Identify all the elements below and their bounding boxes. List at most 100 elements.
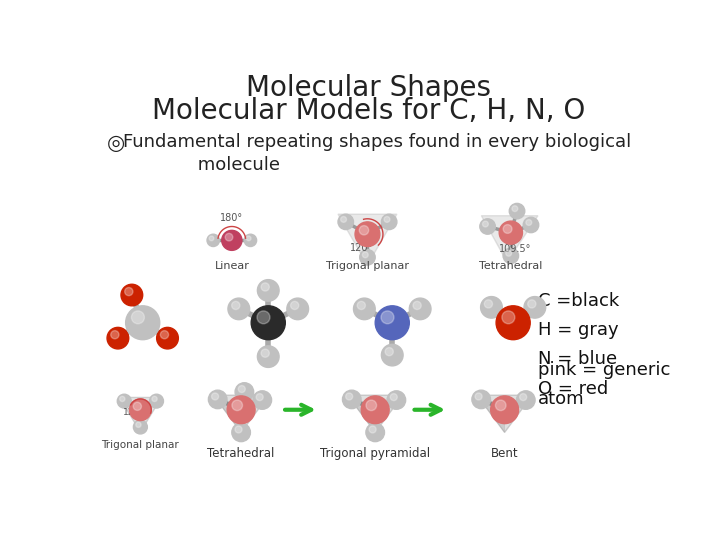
Polygon shape	[213, 395, 269, 433]
Circle shape	[482, 221, 488, 227]
Text: Linear: Linear	[215, 261, 249, 271]
Text: Molecular Models for C, H, N, O: Molecular Models for C, H, N, O	[153, 97, 585, 125]
Circle shape	[157, 327, 179, 349]
Text: pink = generic
atom: pink = generic atom	[538, 361, 670, 408]
Circle shape	[125, 287, 133, 296]
Text: Tetrahedral: Tetrahedral	[479, 261, 542, 271]
Circle shape	[136, 422, 141, 428]
Circle shape	[253, 391, 271, 409]
Circle shape	[338, 214, 354, 230]
Circle shape	[346, 393, 353, 400]
Circle shape	[523, 217, 539, 233]
Circle shape	[369, 426, 376, 433]
Circle shape	[235, 426, 242, 433]
Circle shape	[258, 280, 279, 301]
Circle shape	[258, 346, 279, 367]
Circle shape	[385, 348, 393, 356]
Circle shape	[208, 390, 227, 409]
Polygon shape	[213, 395, 241, 433]
Circle shape	[130, 399, 151, 421]
Circle shape	[257, 311, 270, 324]
Circle shape	[480, 296, 503, 318]
Circle shape	[409, 298, 431, 320]
Circle shape	[387, 391, 405, 409]
Circle shape	[496, 306, 530, 340]
Circle shape	[357, 301, 366, 309]
Circle shape	[485, 300, 492, 308]
Polygon shape	[120, 397, 161, 432]
Circle shape	[475, 393, 482, 400]
Circle shape	[232, 400, 243, 410]
Text: Trigonal planar: Trigonal planar	[102, 440, 179, 450]
Circle shape	[355, 222, 380, 247]
Text: C =black
H = gray
N = blue
O = red: C =black H = gray N = blue O = red	[538, 292, 619, 397]
Text: 120°: 120°	[123, 408, 145, 417]
Circle shape	[161, 330, 168, 339]
Circle shape	[111, 330, 119, 339]
Circle shape	[341, 217, 346, 222]
Circle shape	[121, 284, 143, 306]
Text: ◎: ◎	[107, 132, 125, 153]
Circle shape	[222, 231, 242, 251]
Text: Tetrahedral: Tetrahedral	[207, 447, 275, 460]
Circle shape	[107, 327, 129, 349]
Circle shape	[362, 252, 368, 258]
Circle shape	[361, 396, 389, 423]
Circle shape	[505, 251, 512, 256]
Polygon shape	[482, 215, 538, 262]
Circle shape	[246, 236, 251, 241]
Text: Trigonal planar: Trigonal planar	[326, 261, 409, 271]
Circle shape	[343, 390, 361, 409]
Text: 180°: 180°	[220, 213, 243, 224]
Circle shape	[366, 423, 384, 442]
Circle shape	[126, 306, 160, 340]
Circle shape	[520, 394, 527, 401]
Circle shape	[382, 214, 397, 230]
Circle shape	[524, 296, 546, 318]
Circle shape	[503, 225, 512, 233]
Circle shape	[381, 311, 394, 324]
Circle shape	[225, 233, 233, 241]
Circle shape	[287, 298, 309, 320]
Circle shape	[228, 396, 255, 423]
Circle shape	[509, 204, 525, 219]
Circle shape	[503, 248, 518, 264]
Circle shape	[133, 402, 141, 410]
Circle shape	[472, 390, 490, 409]
Text: Trigonal pyramidal: Trigonal pyramidal	[320, 447, 431, 460]
Text: Fundamental repeating shapes found in every biological
             molecule: Fundamental repeating shapes found in ev…	[122, 132, 631, 174]
Circle shape	[382, 345, 403, 366]
Text: Molecular Shapes: Molecular Shapes	[246, 74, 492, 102]
Circle shape	[354, 298, 375, 320]
Polygon shape	[348, 395, 403, 433]
Circle shape	[526, 220, 532, 225]
Circle shape	[384, 217, 390, 222]
Circle shape	[413, 301, 421, 309]
Circle shape	[490, 396, 518, 423]
Circle shape	[256, 394, 264, 401]
Polygon shape	[477, 395, 505, 433]
Circle shape	[291, 301, 299, 309]
Circle shape	[512, 206, 518, 212]
Circle shape	[232, 423, 251, 442]
Circle shape	[516, 391, 535, 409]
Circle shape	[238, 386, 246, 393]
Text: 109.5°: 109.5°	[499, 244, 531, 254]
Circle shape	[212, 393, 219, 400]
Circle shape	[251, 306, 285, 340]
Text: 120°: 120°	[351, 244, 374, 253]
Circle shape	[495, 400, 506, 410]
Circle shape	[235, 383, 253, 401]
Circle shape	[232, 301, 240, 309]
Circle shape	[133, 420, 148, 434]
Circle shape	[261, 283, 269, 291]
Circle shape	[390, 394, 397, 401]
Polygon shape	[477, 395, 532, 433]
Circle shape	[359, 226, 369, 235]
Circle shape	[120, 396, 125, 402]
Circle shape	[244, 234, 256, 247]
Circle shape	[261, 349, 269, 357]
Circle shape	[207, 234, 220, 247]
Circle shape	[528, 300, 536, 308]
Circle shape	[366, 400, 377, 410]
